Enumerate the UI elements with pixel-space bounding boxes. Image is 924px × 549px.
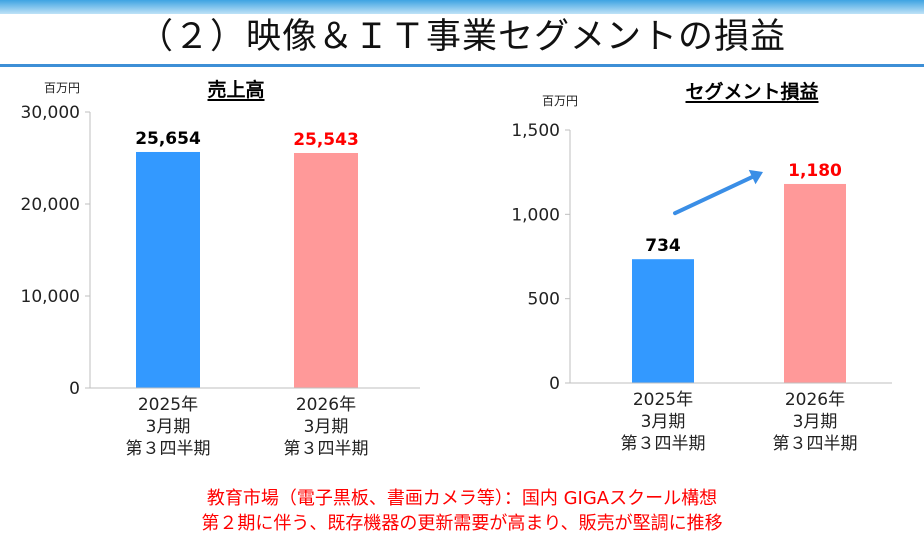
bar xyxy=(632,259,694,383)
chart-canvas: 百万円 売上高010,00020,00030,00025,6542025年3月期第… xyxy=(21,78,420,459)
x-category-label: 3月期 xyxy=(304,417,349,437)
y-tick-label: 20,000 xyxy=(21,195,80,215)
title-divider xyxy=(0,64,924,67)
sales-chart: 百万円 売上高 0 10,000 20,000 30,000 25,654 2025年 3月期第… xyxy=(0,70,462,470)
y-tick-label: 30,000 xyxy=(21,103,80,123)
y-tick-label: 10,000 xyxy=(21,287,80,307)
x-category-label: 3月期 xyxy=(641,412,686,432)
x-category-label: 第３四半期 xyxy=(126,439,211,459)
unit-label: 百万円 xyxy=(44,81,80,95)
x-category-label: 2025年 xyxy=(633,390,693,410)
y-tick-label: 1,000 xyxy=(511,205,560,225)
trend-arrow-shaft xyxy=(673,175,755,216)
x-category-label: 2026年 xyxy=(785,390,845,410)
page-title: （２）映像＆ＩＴ事業セグメントの損益 xyxy=(137,17,786,57)
x-category-label: 3月期 xyxy=(793,412,838,432)
x-category-label: 2026年 xyxy=(296,395,356,415)
x-category-label: 3月期 xyxy=(146,417,191,437)
y-tick-label: 0 xyxy=(549,374,560,394)
bar xyxy=(294,153,358,388)
header-band xyxy=(0,0,924,14)
data-label: 25,543 xyxy=(293,130,359,150)
trend-arrow-head xyxy=(748,169,763,185)
y-tick-label: 500 xyxy=(528,290,560,310)
x-category-label: 第３四半期 xyxy=(284,439,369,459)
x-category-label: 2025年 xyxy=(138,395,198,415)
note-line-1: 教育市場（電子黒板、書画カメラ等）：国内 GIGAスクール構想 xyxy=(206,488,718,509)
note-line-2: 第２期に伴う、既存機器の更新需要が高まり、販売が堅調に推移 xyxy=(201,513,723,534)
bar xyxy=(136,151,200,388)
trend-arrow xyxy=(673,169,763,216)
segment-profit-chart: 百万円 セグメント損益 0 500 1,000 1,500 734 2025年 3月期 第３四半期… xyxy=(462,70,924,470)
x-category-label: 第３四半期 xyxy=(773,434,858,454)
chart-title: 売上高 xyxy=(207,78,264,101)
data-label: 1,180 xyxy=(788,161,842,181)
data-label: 734 xyxy=(645,236,681,256)
y-tick-label: 1,500 xyxy=(511,121,560,141)
chart-title: セグメント損益 xyxy=(685,80,818,103)
chart-canvas: 百万円 セグメント損益05001,0001,5007342025年3月期第３四半期… xyxy=(511,80,892,454)
unit-label: 百万円 xyxy=(542,94,578,108)
bar xyxy=(784,183,846,383)
y-tick-label: 0 xyxy=(69,379,80,399)
data-label: 25,654 xyxy=(135,129,201,149)
x-category-label: 第３四半期 xyxy=(621,434,706,454)
